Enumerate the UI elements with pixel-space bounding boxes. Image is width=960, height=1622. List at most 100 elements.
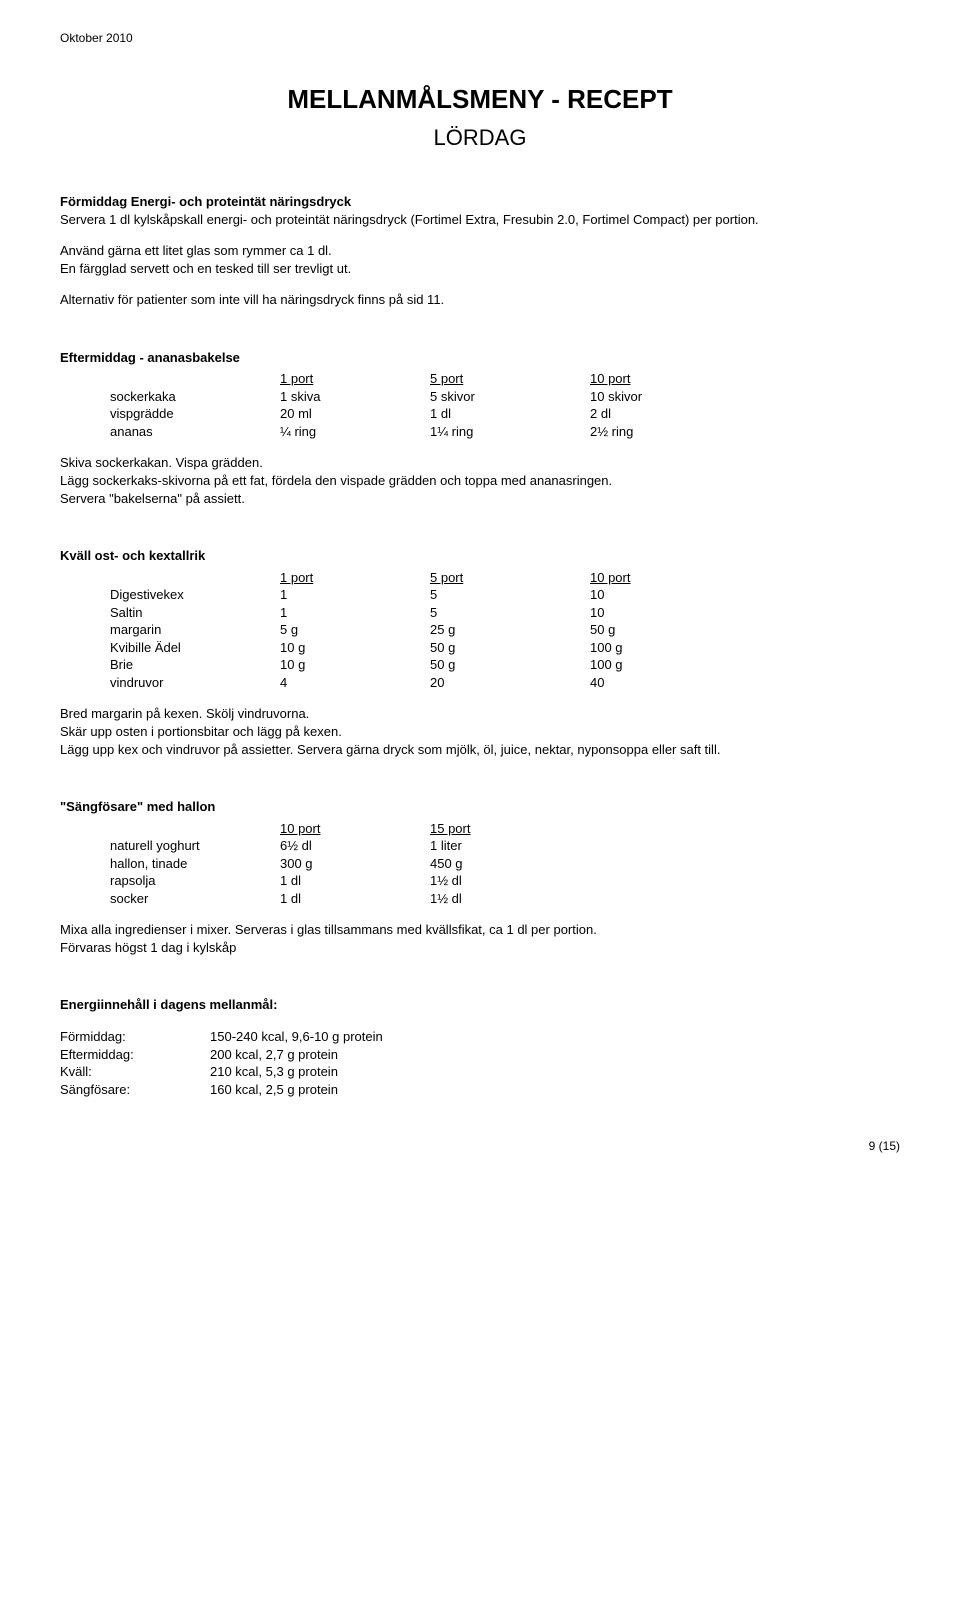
table-header-row: 1 port 5 port 10 port <box>110 569 900 587</box>
table-cell: Sängfösare: <box>60 1081 210 1099</box>
table-cell: 25 g <box>430 621 590 639</box>
table-cell: 10 port <box>280 820 430 838</box>
section-energy: Energiinnehåll i dagens mellanmål: Förmi… <box>60 996 900 1098</box>
table-cell: 15 port <box>430 820 590 838</box>
ingredient-table: 10 port 15 port naturell yoghurt 6½ dl 1… <box>110 820 900 908</box>
table-cell: 4 <box>280 674 430 692</box>
table-cell: 20 <box>430 674 590 692</box>
table-row: sockerkaka 1 skiva 5 skivor 10 skivor <box>110 388 900 406</box>
table-cell: 5 port <box>430 370 590 388</box>
paragraph: En färgglad servett och en tesked till s… <box>60 260 900 278</box>
section-formiddag: Förmiddag Energi- och proteintät närings… <box>60 193 900 309</box>
paragraph: Servera 1 dl kylskåpskall energi- och pr… <box>60 211 900 229</box>
section-head: Kväll ost- och kextallrik <box>60 547 900 565</box>
table-cell: 450 g <box>430 855 590 873</box>
table-cell: 10 g <box>280 639 430 657</box>
section-head: Energiinnehåll i dagens mellanmål: <box>60 996 900 1014</box>
table-cell: 20 ml <box>280 405 430 423</box>
table-row: margarin 5 g 25 g 50 g <box>110 621 900 639</box>
section-head: "Sängfösare" med hallon <box>60 798 900 816</box>
section-sangfosare: "Sängfösare" med hallon 10 port 15 port … <box>60 798 900 956</box>
table-cell: 1 port <box>280 569 430 587</box>
table-cell: 50 g <box>590 621 740 639</box>
table-cell: 50 g <box>430 656 590 674</box>
table-cell: 100 g <box>590 639 740 657</box>
table-cell: 1 liter <box>430 837 590 855</box>
table-row: ananas ¼ ring 1¼ ring 2½ ring <box>110 423 900 441</box>
table-cell: hallon, tinade <box>110 855 280 873</box>
paragraph: Skär upp osten i portionsbitar och lägg … <box>60 723 900 741</box>
table-header-row: 1 port 5 port 10 port <box>110 370 900 388</box>
table-row: Saltin 1 5 10 <box>110 604 900 622</box>
table-cell: 1 port <box>280 370 430 388</box>
table-row: Förmiddag: 150-240 kcal, 9,6-10 g protei… <box>60 1028 900 1046</box>
table-row: Digestivekex 1 5 10 <box>110 586 900 604</box>
table-cell: 5 port <box>430 569 590 587</box>
paragraph: Alternativ för patienter som inte vill h… <box>60 291 900 309</box>
table-cell: 50 g <box>430 639 590 657</box>
section-head: Eftermiddag - ananasbakelse <box>60 349 900 367</box>
table-cell: 5 <box>430 604 590 622</box>
table-cell: sockerkaka <box>110 388 280 406</box>
table-row: Sängfösare: 160 kcal, 2,5 g protein <box>60 1081 900 1099</box>
table-cell: rapsolja <box>110 872 280 890</box>
table-cell: 160 kcal, 2,5 g protein <box>210 1081 900 1099</box>
table-row: vispgrädde 20 ml 1 dl 2 dl <box>110 405 900 423</box>
paragraph: Lägg sockerkaks-skivorna på ett fat, för… <box>60 472 900 490</box>
table-cell: 1½ dl <box>430 872 590 890</box>
table-cell: 1 skiva <box>280 388 430 406</box>
paragraph: Förvaras högst 1 dag i kylskåp <box>60 939 900 957</box>
table-cell: Brie <box>110 656 280 674</box>
table-cell: 10 <box>590 586 740 604</box>
subtitle: LÖRDAG <box>60 123 900 153</box>
table-cell: vindruvor <box>110 674 280 692</box>
table-cell: 210 kcal, 5,3 g protein <box>210 1063 900 1081</box>
table-row: naturell yoghurt 6½ dl 1 liter <box>110 837 900 855</box>
main-title: MELLANMÅLSMENY - RECEPT <box>60 82 900 117</box>
table-cell: 5 <box>430 586 590 604</box>
section-kvall: Kväll ost- och kextallrik 1 port 5 port … <box>60 547 900 758</box>
table-row: hallon, tinade 300 g 450 g <box>110 855 900 873</box>
table-cell: 5 skivor <box>430 388 590 406</box>
table-cell <box>110 569 280 587</box>
title-block: MELLANMÅLSMENY - RECEPT LÖRDAG <box>60 82 900 153</box>
table-row: Eftermiddag: 200 kcal, 2,7 g protein <box>60 1046 900 1064</box>
table-cell: Kvibille Ädel <box>110 639 280 657</box>
table-cell <box>110 820 280 838</box>
table-cell: 10 <box>590 604 740 622</box>
table-cell: 10 port <box>590 370 740 388</box>
table-cell: 2 dl <box>590 405 740 423</box>
table-cell: Digestivekex <box>110 586 280 604</box>
table-cell: ananas <box>110 423 280 441</box>
table-cell: Förmiddag: <box>60 1028 210 1046</box>
table-cell: 1¼ ring <box>430 423 590 441</box>
table-row: Kväll: 210 kcal, 5,3 g protein <box>60 1063 900 1081</box>
table-cell: 10 skivor <box>590 388 740 406</box>
paragraph: Skiva sockerkakan. Vispa grädden. <box>60 454 900 472</box>
table-cell: 40 <box>590 674 740 692</box>
paragraph: Lägg upp kex och vindruvor på assietter.… <box>60 741 900 759</box>
table-cell: 1 dl <box>280 890 430 908</box>
table-cell: Kväll: <box>60 1063 210 1081</box>
table-row: vindruvor 4 20 40 <box>110 674 900 692</box>
table-cell: 1 dl <box>280 872 430 890</box>
table-row: rapsolja 1 dl 1½ dl <box>110 872 900 890</box>
table-cell: margarin <box>110 621 280 639</box>
table-cell: 1 dl <box>430 405 590 423</box>
table-cell: 150-240 kcal, 9,6-10 g protein <box>210 1028 900 1046</box>
paragraph: Bred margarin på kexen. Skölj vindruvorn… <box>60 705 900 723</box>
table-cell: vispgrädde <box>110 405 280 423</box>
table-cell: 1 <box>280 604 430 622</box>
ingredient-table: 1 port 5 port 10 port Digestivekex 1 5 1… <box>110 569 900 692</box>
paragraph: Servera "bakelserna" på assiett. <box>60 490 900 508</box>
table-row: Kvibille Ädel 10 g 50 g 100 g <box>110 639 900 657</box>
paragraph: Mixa alla ingredienser i mixer. Serveras… <box>60 921 900 939</box>
table-cell: Eftermiddag: <box>60 1046 210 1064</box>
section-head: Förmiddag Energi- och proteintät närings… <box>60 193 900 211</box>
table-cell: 100 g <box>590 656 740 674</box>
ingredient-table: 1 port 5 port 10 port sockerkaka 1 skiva… <box>110 370 900 440</box>
table-cell: ¼ ring <box>280 423 430 441</box>
table-row: Brie 10 g 50 g 100 g <box>110 656 900 674</box>
table-cell: 6½ dl <box>280 837 430 855</box>
energy-table: Förmiddag: 150-240 kcal, 9,6-10 g protei… <box>60 1028 900 1098</box>
